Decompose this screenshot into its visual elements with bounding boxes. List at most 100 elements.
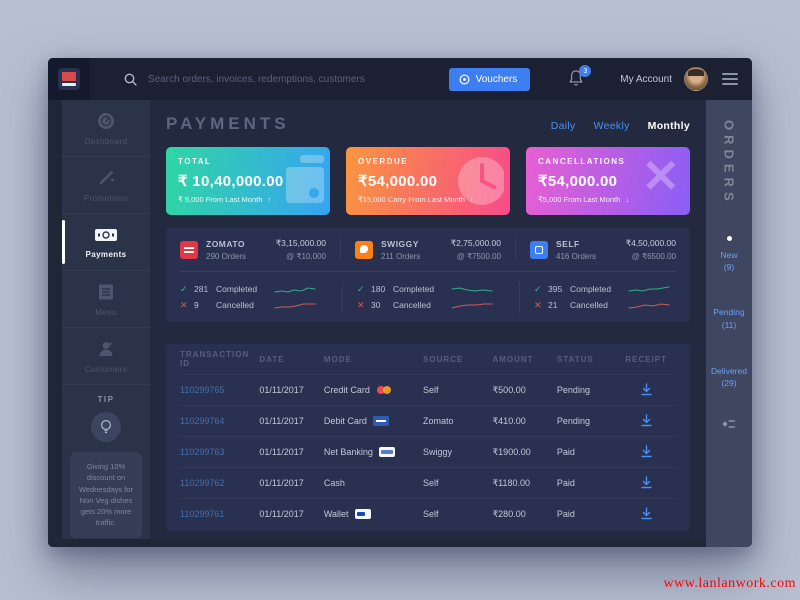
sidebar-item-promotions[interactable]: Promotions xyxy=(62,157,150,214)
cancelled-sparkline xyxy=(274,303,316,308)
table-row: 110299763 01/11/2017 Net Banking Swiggy … xyxy=(180,436,676,467)
my-account-button[interactable]: My Account xyxy=(620,73,672,85)
hamburger-menu-icon[interactable] xyxy=(722,73,738,85)
transaction-date: 01/11/2017 xyxy=(259,509,304,519)
status-text: Pending xyxy=(556,416,590,426)
vouchers-label: Vouchers xyxy=(475,73,518,85)
trend-up-icon: ↑ xyxy=(470,195,474,204)
status-text: Paid xyxy=(556,478,575,488)
payment-mode: Debit Card xyxy=(323,416,367,426)
tab-monthly[interactable]: Monthly xyxy=(647,120,690,132)
source-name: SWIGGY xyxy=(381,238,419,249)
transaction-amount: ₹280.00 xyxy=(492,508,526,519)
topbar: Vouchers 3 My Account xyxy=(48,58,752,100)
download-receipt-icon[interactable] xyxy=(639,413,654,428)
sidebar-item-customers[interactable]: Customers xyxy=(62,328,150,385)
transaction-date: 01/11/2017 xyxy=(259,416,304,426)
cancelled-count: 30 xyxy=(371,300,381,310)
sidebar-item-payments[interactable]: Payments xyxy=(62,214,150,271)
completed-sparkline xyxy=(274,286,316,293)
transaction-id-link[interactable]: 110299761 xyxy=(180,509,225,519)
logo-container[interactable] xyxy=(48,58,90,100)
zomato-icon xyxy=(180,240,198,259)
cross-icon: ✕ xyxy=(641,150,680,202)
transaction-amount: ₹1180.00 xyxy=(492,477,531,488)
download-receipt-icon[interactable] xyxy=(639,475,654,490)
page-title: PAYMENTS xyxy=(166,114,290,133)
transaction-date: 01/11/2017 xyxy=(259,385,304,395)
table-row: 110299765 01/11/2017 Credit Card Self ₹5… xyxy=(180,374,676,405)
main-content: PAYMENTS Daily Weekly Monthly TOTAL ₹ 10… xyxy=(150,100,706,539)
rail-item-count: (11) xyxy=(721,319,737,330)
trend-down-icon: ↓ xyxy=(625,195,630,204)
transaction-id-link[interactable]: 110299762 xyxy=(180,478,225,488)
transaction-id-link[interactable]: 110299763 xyxy=(180,447,225,457)
completion-stats-self: ✓ 395 Completed ✕ 21 Cancelled xyxy=(519,281,696,313)
avatar[interactable] xyxy=(684,67,708,91)
search-input[interactable] xyxy=(148,73,428,85)
col-header-date: DATE xyxy=(259,354,285,364)
rail-item-label: New xyxy=(720,249,738,260)
transaction-id-link[interactable]: 110299765 xyxy=(180,385,225,395)
rail-item-delivered[interactable]: Delivered (29) xyxy=(711,365,747,391)
rail-item-pending[interactable]: Pending (11) xyxy=(713,306,744,332)
cross-icon: ✕ xyxy=(180,299,188,310)
rail-item-label: Delivered xyxy=(711,365,747,376)
orders-rail: ORDERS New (9) Pending (11) Delivered (2… xyxy=(706,100,752,547)
search-bar[interactable] xyxy=(124,73,428,86)
self-delivery-icon xyxy=(530,240,548,259)
table-row: 110299764 01/11/2017 Debit Card Zomato ₹… xyxy=(180,405,676,436)
card-amount: ₹ 10,40,000.00 xyxy=(178,173,284,190)
dashboard-gauge-icon xyxy=(98,112,114,129)
sidebar-item-dashboard[interactable]: Dashboard xyxy=(62,100,150,157)
sidebar-item-menu[interactable]: Menu xyxy=(62,271,150,328)
transaction-id-link[interactable]: 110299764 xyxy=(180,416,225,426)
cancelled-count: 21 xyxy=(548,300,558,310)
tab-daily[interactable]: Daily xyxy=(550,120,576,132)
notification-count-badge: 3 xyxy=(579,65,592,77)
credit-card-icon xyxy=(266,153,324,208)
app-window: Vouchers 3 My Account xyxy=(48,58,752,547)
download-receipt-icon[interactable] xyxy=(639,444,654,459)
summary-card-cancellations[interactable]: CANCELLATIONS ₹54,000.00 ₹5,000 From Las… xyxy=(526,147,690,215)
sidebar-item-label: Promotions xyxy=(83,193,129,203)
transaction-source: Zomato xyxy=(423,416,454,426)
search-icon xyxy=(124,73,137,86)
card-label: OVERDUE xyxy=(358,157,409,166)
col-header-amount: AMOUNT xyxy=(492,354,534,364)
col-header-status: STATUS xyxy=(556,354,594,364)
banknote-icon xyxy=(95,228,117,241)
cancelled-label: Cancelled xyxy=(570,300,608,310)
download-receipt-icon[interactable] xyxy=(639,382,654,397)
col-header-receipt: RECEIPT xyxy=(625,354,668,364)
stat-zomato: ZOMATO 290 Orders ₹3,15,000.00 @ ₹10,000 xyxy=(166,238,340,261)
app-logo-icon xyxy=(58,68,80,90)
card-sub-text: ₹15,000 Carry From Last Month xyxy=(358,195,465,204)
payment-mode: Cash xyxy=(323,478,345,488)
card-sub-text: ₹ 5,000 From Last Month xyxy=(178,195,263,204)
transaction-amount: ₹500.00 xyxy=(492,384,526,395)
visa-icon xyxy=(372,416,389,426)
cancelled-count: 9 xyxy=(194,300,199,310)
check-icon: ✓ xyxy=(534,283,542,294)
payment-mode: Credit Card xyxy=(323,385,370,395)
source-name: SELF xyxy=(556,238,580,249)
vouchers-button[interactable]: Vouchers xyxy=(448,67,531,91)
summary-card-overdue[interactable]: OVERDUE ₹54,000.00 ₹15,000 Carry From La… xyxy=(346,147,510,215)
transaction-source: Swiggy xyxy=(423,447,453,457)
rail-item-label: Pending xyxy=(713,307,745,318)
notifications-button[interactable]: 3 xyxy=(568,65,592,89)
period-tabs: Daily Weekly Monthly xyxy=(551,120,690,132)
download-receipt-icon[interactable] xyxy=(639,506,654,521)
cross-icon: ✕ xyxy=(534,299,542,310)
completed-count: 281 xyxy=(194,284,209,294)
swiggy-icon xyxy=(355,240,373,259)
source-average: @ ₹6500.00 xyxy=(631,252,676,261)
rail-item-new[interactable]: New (9) xyxy=(720,249,737,275)
tab-weekly[interactable]: Weekly xyxy=(593,120,630,132)
col-header-source: SOURCE xyxy=(423,354,464,364)
summary-card-total[interactable]: TOTAL ₹ 10,40,000.00 ₹ 5,000 From Last M… xyxy=(166,147,330,215)
collapse-rail-icon[interactable] xyxy=(722,417,736,435)
stat-self: SELF 416 Orders ₹4,50,000.00 @ ₹6500.00 xyxy=(515,238,690,261)
source-orders: 211 Orders xyxy=(381,251,421,261)
